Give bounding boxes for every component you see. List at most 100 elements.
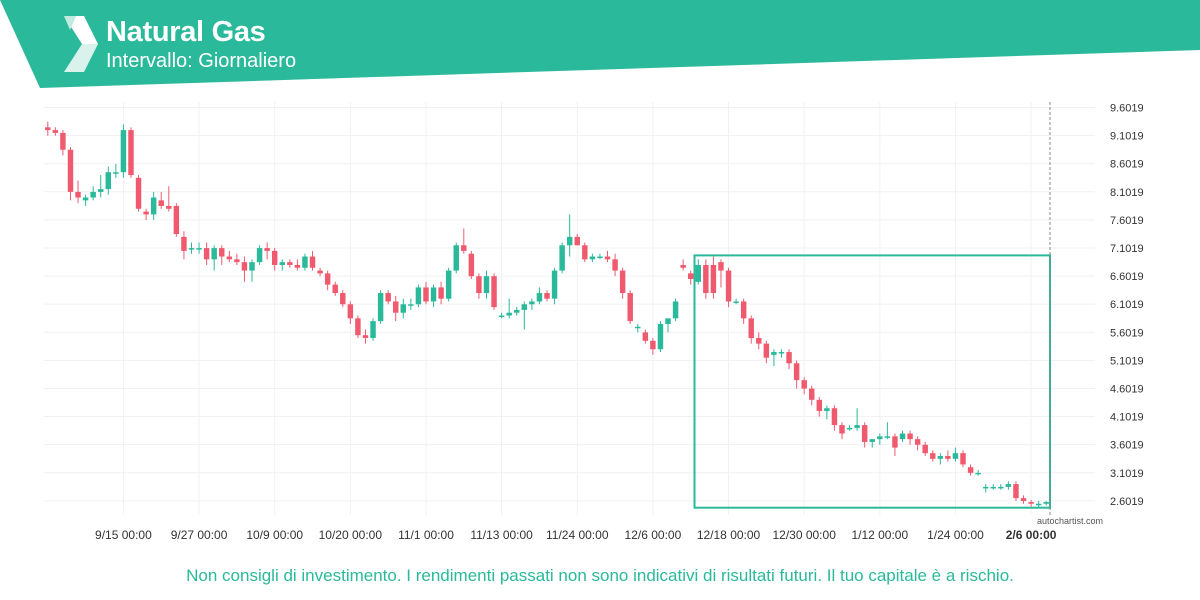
candle-body: [226, 256, 233, 260]
candle-body: [415, 287, 422, 305]
candle-body: [211, 248, 217, 260]
candle-body: [166, 205, 172, 209]
x-tick-label: 2/6 00:00: [1006, 528, 1057, 542]
candle-body: [665, 318, 671, 324]
candle-body: [824, 408, 830, 412]
candle-body: [574, 236, 580, 246]
y-tick-label: 3.1019: [1110, 468, 1144, 480]
candle-body: [952, 453, 959, 459]
candle-body: [801, 380, 807, 389]
candle-body: [975, 472, 981, 475]
candle-body: [135, 177, 142, 209]
candle-body: [143, 211, 149, 215]
candle-body: [355, 318, 361, 336]
candle-body: [498, 315, 505, 318]
candle-body: [347, 304, 354, 319]
candle-body: [264, 248, 270, 251]
page-title: Natural Gas: [106, 16, 266, 48]
y-tick-label: 9.1019: [1110, 131, 1144, 143]
pattern-box: [693, 254, 1051, 509]
x-tick-label: 11/24 00:00: [546, 528, 609, 542]
y-tick-label: 6.6019: [1110, 271, 1144, 283]
candle-body: [884, 436, 891, 438]
candle-body: [990, 486, 996, 489]
x-tick-label: 1/24 00:00: [927, 528, 984, 542]
candle-body: [400, 304, 407, 313]
candle-body: [998, 486, 1004, 489]
candle-body: [173, 205, 180, 235]
candle-body: [1028, 502, 1034, 504]
candle-body: [294, 264, 301, 268]
candle-body: [778, 352, 785, 354]
candle-body: [385, 293, 391, 302]
candle-body: [763, 343, 770, 358]
y-tick-label: 8.6019: [1110, 159, 1144, 171]
candle-body: [566, 236, 573, 246]
candle-body: [680, 264, 686, 268]
x-tick-label: 1/12 00:00: [851, 528, 908, 542]
candle-body: [930, 453, 936, 459]
candle-body: [619, 270, 626, 294]
candle-body: [196, 248, 202, 250]
candle-body: [491, 276, 497, 308]
candle-body: [45, 127, 51, 131]
y-tick-label: 5.1019: [1110, 355, 1144, 367]
candle-body: [793, 363, 800, 381]
candle-body: [219, 248, 225, 257]
candle-body: [309, 256, 316, 268]
candle-body: [982, 486, 989, 489]
candle-body: [317, 270, 323, 274]
candle-body: [438, 287, 444, 299]
candle-body: [188, 248, 195, 250]
candle-body: [370, 321, 376, 338]
candle-body: [725, 270, 732, 302]
candle-body: [1043, 502, 1049, 504]
candle-body: [445, 270, 452, 299]
candle-body: [128, 130, 134, 176]
x-axis: 9/15 00:00 9/27 00:00 10/9 00:00 10/20 00:0…: [95, 528, 1057, 542]
watermark-text: autochartist.com: [1037, 516, 1103, 526]
candle-body: [892, 436, 898, 448]
candle-body: [635, 326, 641, 329]
candle-body: [181, 236, 187, 251]
candle-body: [922, 444, 928, 454]
candle-body: [203, 248, 210, 260]
candle-body: [476, 276, 482, 294]
x-tick-label: 11/1 00:00: [398, 528, 454, 542]
y-tick-label: 5.6019: [1110, 327, 1144, 339]
candle-body: [657, 323, 664, 350]
candle-body: [748, 318, 754, 338]
x-tick-label: 11/13 00:00: [470, 528, 533, 542]
y-tick-label: 4.1019: [1110, 412, 1144, 424]
candle-body: [521, 304, 528, 310]
x-tick-label: 9/27 00:00: [171, 528, 228, 542]
chart-overlays: [693, 102, 1051, 515]
header-background: [0, 0, 1200, 88]
candle-body: [650, 340, 656, 350]
candle-body: [687, 273, 694, 279]
candle-body: [967, 467, 974, 473]
candle-body: [1035, 503, 1042, 506]
candles: [45, 121, 1049, 508]
candle-body: [287, 262, 293, 265]
candle-body: [899, 433, 906, 440]
candle-body: [869, 439, 875, 442]
candle-body: [551, 270, 558, 299]
candle-body: [937, 456, 944, 459]
candle-body: [740, 301, 747, 319]
candle-body: [362, 335, 369, 338]
header-banner: Natural Gas Intervallo: Giornaliero: [0, 0, 1200, 90]
y-tick-label: 7.1019: [1110, 243, 1144, 255]
x-tick-label: 10/9 00:00: [246, 528, 303, 542]
candle-body: [468, 253, 475, 277]
candle-body: [113, 172, 119, 174]
candle-body: [642, 332, 649, 341]
candle-body: [324, 273, 331, 285]
y-tick-label: 4.6019: [1110, 383, 1144, 395]
candle-body: [809, 388, 815, 400]
candle-body: [877, 436, 883, 440]
candle-body: [423, 287, 429, 302]
candle-body: [672, 301, 679, 319]
candle-body: [597, 256, 603, 259]
y-tick-label: 2.6019: [1110, 496, 1144, 508]
